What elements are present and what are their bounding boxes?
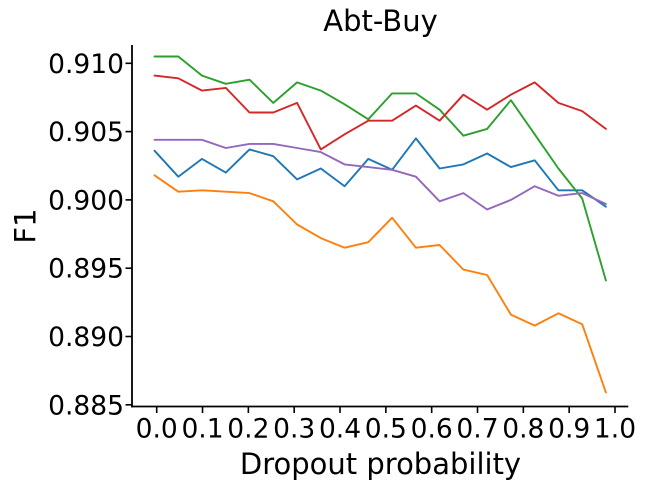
x-tick-label: 0.4 [319,414,361,445]
y-tick-label: 0.905 [48,117,124,148]
x-tick-label: 0.6 [411,414,453,445]
y-tick-label: 0.900 [48,185,124,216]
x-tick-label: 0.0 [136,414,178,445]
y-tick-label: 0.910 [48,49,124,80]
x-tick-label: 0.2 [227,414,269,445]
series-red-line [153,74,607,151]
series-blue-line [153,137,607,208]
x-tick-label: 0.1 [181,414,223,445]
x-tick-label: 0.3 [273,414,315,445]
series-purple-line [153,138,607,211]
series-green-line [153,55,607,282]
x-tick-label: 0.8 [502,414,544,445]
x-axis-label: Dropout probability [239,447,522,481]
series-orange-line [153,174,607,394]
y-tick-label: 0.890 [48,322,124,353]
x-tick-label: 0.5 [365,414,407,445]
chart-title: Abt-Buy [323,4,438,38]
y-tick-label: 0.895 [48,254,124,285]
x-tick-label: 0.9 [548,414,590,445]
y-tick-label: 0.885 [48,390,124,421]
x-tick-label: 0.7 [456,414,498,445]
x-tick-label: 1.0 [594,414,636,445]
